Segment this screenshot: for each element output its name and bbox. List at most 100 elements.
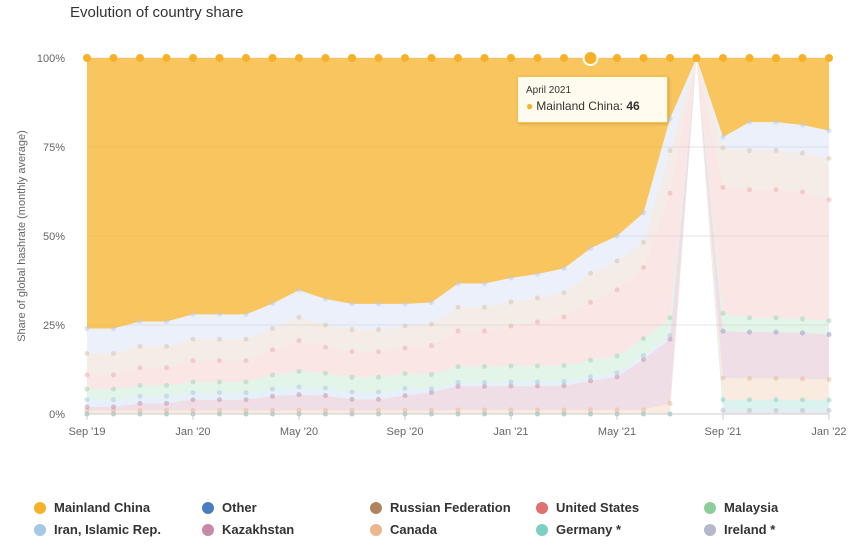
point-russian-federation[interactable] (323, 322, 328, 328)
point-iran-islamic-rep[interactable] (349, 389, 355, 395)
point-mainland-china[interactable] (480, 54, 489, 62)
point-kazakhstan[interactable] (614, 374, 620, 380)
point-united-states[interactable] (217, 358, 222, 364)
point-russian-federation[interactable] (561, 290, 567, 296)
point-kazakhstan[interactable] (482, 383, 487, 389)
point-mainland-china[interactable] (427, 54, 436, 62)
point-iran-islamic-rep[interactable] (137, 393, 143, 399)
point-canada[interactable] (773, 375, 779, 381)
point-russian-federation[interactable] (482, 304, 487, 310)
point-malaysia[interactable] (508, 363, 514, 369)
point-kazakhstan[interactable] (323, 392, 328, 398)
point-kazakhstan[interactable] (376, 396, 381, 402)
point-kazakhstan[interactable] (349, 396, 355, 402)
point-other[interactable] (296, 287, 302, 293)
point-other[interactable] (402, 301, 408, 307)
area-russian-federation[interactable] (87, 58, 829, 375)
point-united-states[interactable] (508, 323, 514, 329)
legend-item[interactable]: Germany * (536, 522, 621, 537)
point-russian-federation[interactable] (508, 299, 514, 305)
point-germany[interactable] (747, 397, 752, 403)
legend-item[interactable]: Mainland China (34, 500, 150, 515)
point-canada[interactable] (455, 407, 461, 413)
point-kazakhstan[interactable] (641, 357, 646, 363)
point-kazakhstan[interactable] (455, 383, 461, 389)
point-mainland-china[interactable] (825, 54, 833, 62)
point-germany[interactable] (773, 397, 779, 403)
point-united-states[interactable] (826, 197, 832, 203)
hover-point[interactable] (582, 50, 599, 66)
point-united-states[interactable] (641, 264, 646, 270)
point-canada[interactable] (614, 407, 620, 413)
point-united-states[interactable] (323, 344, 328, 350)
point-united-states[interactable] (243, 358, 249, 364)
point-malaysia[interactable] (773, 315, 779, 321)
point-malaysia[interactable] (84, 386, 90, 392)
point-united-states[interactable] (84, 372, 90, 378)
point-other[interactable] (84, 326, 90, 332)
point-united-states[interactable] (402, 345, 408, 351)
point-malaysia[interactable] (137, 383, 143, 389)
point-russian-federation[interactable] (773, 148, 779, 154)
area-kazakhstan[interactable] (87, 58, 829, 411)
point-malaysia[interactable] (429, 371, 434, 377)
point-other[interactable] (190, 311, 196, 317)
point-ireland[interactable] (720, 407, 726, 413)
point-malaysia[interactable] (667, 315, 673, 321)
point-united-states[interactable] (296, 337, 302, 343)
point-canada[interactable] (137, 407, 143, 413)
point-russian-federation[interactable] (164, 343, 169, 349)
point-malaysia[interactable] (402, 371, 408, 377)
point-malaysia[interactable] (323, 370, 328, 376)
point-canada[interactable] (535, 407, 540, 413)
point-canada[interactable] (720, 375, 726, 381)
point-mainland-china[interactable] (533, 54, 542, 62)
point-iran-islamic-rep[interactable] (402, 385, 408, 391)
legend-item[interactable]: Other (202, 500, 257, 515)
point-other[interactable] (270, 301, 275, 307)
point-kazakhstan[interactable] (190, 397, 196, 403)
point-united-states[interactable] (164, 365, 169, 371)
point-iran-islamic-rep[interactable] (164, 393, 169, 399)
point-russian-federation[interactable] (429, 321, 434, 327)
point-malaysia[interactable] (376, 374, 381, 380)
point-mainland-china[interactable] (798, 54, 807, 62)
point-united-states[interactable] (270, 347, 275, 353)
point-mainland-china[interactable] (560, 54, 568, 62)
point-russian-federation[interactable] (588, 270, 593, 276)
point-united-states[interactable] (535, 319, 540, 325)
point-russian-federation[interactable] (402, 323, 408, 329)
area-united-states[interactable] (87, 58, 829, 390)
point-united-states[interactable] (376, 349, 381, 355)
legend-item[interactable]: United States (536, 500, 639, 515)
point-kazakhstan[interactable] (111, 404, 116, 410)
point-russian-federation[interactable] (747, 148, 752, 154)
point-malaysia[interactable] (243, 379, 249, 385)
point-malaysia[interactable] (641, 336, 646, 342)
point-other[interactable] (561, 265, 567, 271)
point-malaysia[interactable] (535, 363, 540, 369)
legend-item[interactable]: Ireland * (704, 522, 775, 537)
point-russian-federation[interactable] (137, 343, 143, 349)
point-malaysia[interactable] (561, 362, 567, 368)
point-canada[interactable] (296, 407, 302, 413)
point-united-states[interactable] (482, 328, 487, 334)
point-other[interactable] (800, 122, 805, 128)
point-mainland-china[interactable] (374, 54, 383, 62)
point-united-states[interactable] (349, 349, 355, 355)
point-other[interactable] (217, 311, 222, 317)
point-other[interactable] (773, 119, 779, 125)
point-ireland[interactable] (826, 408, 832, 414)
point-mainland-china[interactable] (321, 54, 330, 62)
point-other[interactable] (349, 301, 355, 307)
point-canada[interactable] (217, 407, 222, 413)
point-other[interactable] (137, 318, 143, 324)
point-other[interactable] (482, 280, 487, 286)
point-other[interactable] (243, 311, 249, 317)
point-canada[interactable] (349, 407, 355, 413)
point-iran-islamic-rep[interactable] (561, 379, 567, 385)
point-mainland-china[interactable] (136, 54, 144, 62)
point-canada[interactable] (376, 407, 381, 413)
point-iran-islamic-rep[interactable] (800, 330, 805, 336)
point-malaysia[interactable] (826, 318, 832, 324)
